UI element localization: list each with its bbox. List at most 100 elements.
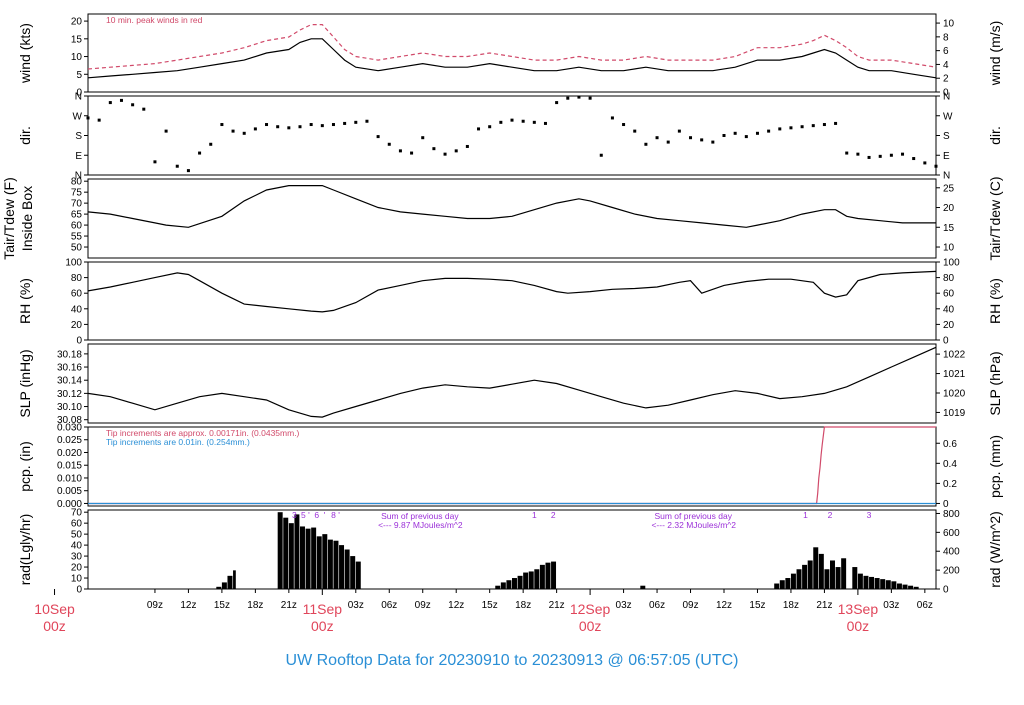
dir-point: [86, 116, 90, 120]
time-tick-label: 09z: [415, 600, 431, 611]
dir-point: [622, 123, 626, 127]
y-right-tick-label: 60: [943, 289, 955, 300]
dir-point: [901, 152, 905, 156]
dir-point: [499, 120, 503, 124]
y-right-tick-label: 10: [943, 19, 955, 30]
y-right-tick-label: 10: [943, 243, 955, 254]
dir-point: [800, 125, 804, 129]
rad-bar: [774, 583, 780, 589]
dir-point: [164, 129, 168, 133]
rad-bar: [913, 586, 919, 589]
y-tick-label: 100: [65, 258, 82, 269]
y-right-tick-label: 4: [943, 60, 949, 71]
time-tick-label: 06z: [649, 600, 665, 611]
time-tick-label: 06z: [381, 600, 397, 611]
rad-bar: [339, 545, 345, 589]
rad-bar: [277, 512, 283, 589]
rad-bar: [355, 561, 361, 589]
day-label: 13Sep: [838, 601, 879, 617]
y-tick-label: 0.030: [57, 423, 82, 434]
dir-point: [532, 120, 536, 124]
time-tick-label: 09z: [147, 600, 163, 611]
dir-point: [599, 153, 603, 157]
panel-slp: 30.08 30.10 30.12 30.14 30.16 30.18 1019 1020 10…: [17, 343, 1003, 426]
y-right-tick-label: 6: [943, 46, 949, 57]
y-tick-label: 10: [71, 52, 83, 63]
time-tick-label: 18z: [247, 600, 263, 611]
panel-frame: [87, 13, 937, 93]
y-tick-label: 0.000: [57, 499, 82, 510]
y-axis-label: pcp. (in): [17, 441, 33, 492]
day-sub-label: 00z: [43, 618, 66, 634]
rad-bar: [908, 585, 914, 589]
time-tick-label: 12z: [448, 600, 464, 611]
dir-point: [175, 164, 179, 168]
day-sub-label: 00z: [847, 618, 870, 634]
rad-sum-right: Sum of previous day: [654, 511, 732, 521]
y-axis-label-right: wind (m/s): [987, 21, 1003, 87]
time-tick-label: 18z: [783, 600, 799, 611]
y-tick-label: 50: [71, 530, 83, 541]
dir-point: [108, 101, 112, 105]
rad-bar: [796, 569, 802, 589]
y-axis-label: rad(Lgly/hr): [17, 514, 33, 586]
rad-sum-left: Sum of previous day: [381, 511, 459, 521]
y-right-tick-label: 200: [943, 566, 960, 577]
dir-point: [432, 147, 436, 151]
rad-bar: [830, 560, 835, 589]
y-right-tick-label: 800: [943, 509, 960, 520]
y-right-tick-label: 400: [943, 547, 960, 558]
rad-bar: [869, 576, 875, 589]
y-tick-label: 20: [71, 17, 83, 28]
rad-marker: 1: [803, 510, 808, 520]
day-sub-label: 00z: [579, 618, 602, 634]
dir-point: [811, 124, 815, 128]
y-tick-label: 0.010: [57, 473, 82, 484]
rad-bar: [506, 580, 512, 589]
dir-point: [443, 152, 447, 156]
series-peak_wind: [87, 24, 937, 70]
rad-bar: [294, 514, 300, 589]
y-tick-label: 5: [76, 70, 82, 81]
dir-point: [923, 161, 927, 165]
panel-rad: 0102030405060700200400600800rad(Lgly/hr)…: [17, 508, 1003, 596]
y-right-tick-label: 0.6: [943, 439, 957, 450]
dir-point: [488, 125, 492, 129]
dir-point: [722, 134, 726, 137]
y-axis-label-right: Tair/Tdew (C): [987, 176, 1003, 260]
rad-bar: [863, 575, 869, 589]
rad-bar: [523, 572, 529, 589]
rad-marker: ': [338, 510, 340, 520]
rad-marker: 8: [331, 510, 336, 520]
dir-point: [733, 131, 737, 135]
y-tick-label: 60: [71, 221, 83, 232]
dir-point: [822, 123, 826, 127]
rad-bar: [534, 569, 540, 589]
dir-point: [131, 103, 135, 107]
y-tick-label: 30.16: [57, 363, 82, 374]
dir-point: [834, 121, 838, 125]
y-right-tick-label: 0: [943, 499, 949, 510]
rad-bar: [344, 549, 350, 589]
y-right-tick-label: 80: [943, 273, 955, 284]
dir-point: [510, 118, 514, 122]
series-direction: [86, 95, 938, 173]
y-axis-label-2: Inside Box: [19, 186, 35, 251]
y-axis-label-right: SLP (hPa): [987, 351, 1003, 415]
dir-point: [242, 131, 246, 135]
rad-bar: [824, 569, 830, 589]
y-right-tick-label: 100: [943, 258, 960, 269]
series-wind_speed: [87, 38, 937, 79]
dir-point: [421, 136, 425, 140]
y-right-tick-label: 600: [943, 528, 960, 539]
dir-point: [186, 169, 190, 173]
time-tick-label: 18z: [515, 600, 531, 611]
dir-point: [298, 125, 302, 129]
rad-bar: [896, 583, 902, 589]
dir-point: [253, 127, 257, 131]
y-right-tick-label: 0.4: [943, 459, 957, 470]
rad-bar: [874, 578, 880, 589]
rad-bar: [813, 547, 819, 589]
